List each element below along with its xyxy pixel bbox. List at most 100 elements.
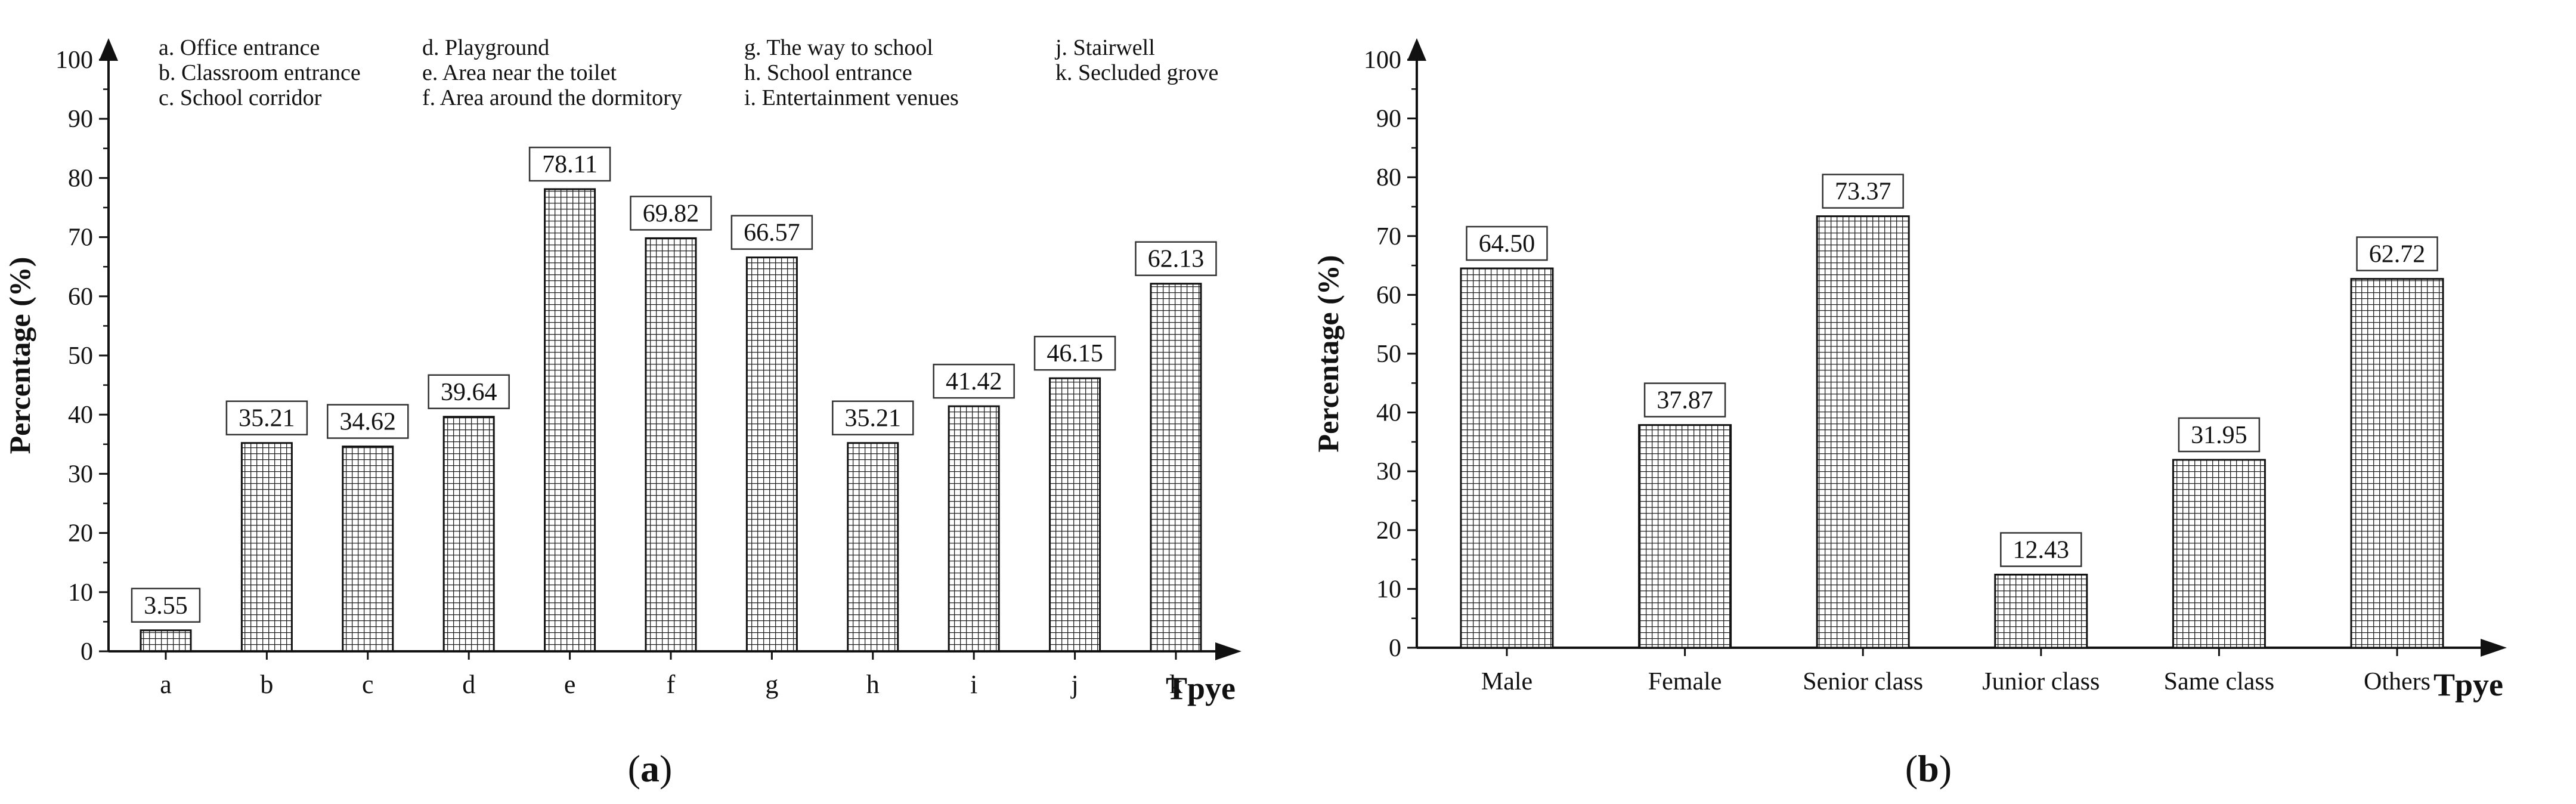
data-label-a: 62.13 [1148, 246, 1205, 273]
data-label-box-b [2356, 236, 2438, 271]
data-label-box-a [528, 146, 611, 182]
bar-a-9 [1049, 377, 1101, 653]
bar-b-5 [2350, 278, 2444, 649]
legend-text: Entertainment venues [762, 85, 959, 110]
y-tick-label-b: 40 [1376, 400, 1401, 427]
legend-key: b. [159, 60, 181, 85]
y-tick-label-a: 30 [68, 460, 93, 488]
x-axis-label-b: Tpye [2433, 667, 2503, 703]
y-tick-label-a: 90 [68, 106, 93, 133]
data-label-box-a [327, 404, 409, 439]
y-tick-label-b: 30 [1376, 458, 1401, 486]
y-tick-label-a: 0 [80, 638, 93, 666]
y-tick-label-b: 90 [1376, 106, 1401, 133]
legend-text: Secluded grove [1078, 60, 1218, 85]
x-tick-label-b: Others [2364, 668, 2431, 695]
bar-b-4 [2172, 459, 2266, 649]
legend-item-b: b. Classroom entrance [159, 60, 361, 85]
data-label-b: 12.43 [2013, 536, 2070, 564]
data-label-a: 66.57 [744, 219, 800, 247]
bar-a-0 [140, 629, 192, 653]
data-label-b: 64.50 [1479, 230, 1535, 258]
legend-item-a: a. Office entrance [159, 35, 320, 60]
y-tick-label-a: 40 [68, 401, 93, 429]
bar-a-3 [442, 416, 495, 653]
y-tick-label-a: 10 [68, 579, 93, 607]
data-label-a: 39.64 [441, 379, 497, 406]
bar-a-7 [847, 442, 899, 653]
legend-item-f: f. Area around the dormitory [422, 85, 682, 110]
data-label-box-a [630, 196, 712, 231]
legend-key: c. [159, 85, 180, 110]
data-label-box-b [1822, 174, 1904, 209]
legend-item-i: i. Entertainment venues [744, 85, 959, 110]
legend-key: j. [1054, 35, 1073, 60]
x-tick-label-a: f [667, 670, 676, 699]
y-tick-label-b: 60 [1376, 282, 1401, 309]
legend-key: g. [744, 35, 766, 60]
legend-text: Stairwell [1073, 35, 1155, 60]
legend-key: d. [422, 35, 445, 60]
data-label-box-b [1466, 225, 1548, 261]
data-label-box-b [1643, 382, 1726, 418]
y-tick-label-a: 60 [68, 283, 93, 311]
x-tick-label-a: a [160, 670, 172, 699]
x-tick-label-b: Same class [2164, 668, 2274, 695]
data-label-a: 34.62 [340, 409, 397, 436]
y-axis-arrow-b [1407, 38, 1426, 61]
data-label-box-b [2178, 417, 2261, 453]
y-tick-label-a: 20 [68, 520, 93, 548]
bar-a-4 [544, 188, 596, 653]
bar-a-8 [948, 405, 1000, 653]
data-label-b: 37.87 [1657, 387, 1713, 415]
x-tick-label-b: Male [1481, 668, 1532, 695]
y-axis-arrow-a [99, 38, 118, 61]
data-label-a: 41.42 [946, 368, 1002, 395]
y-tick-label-a: 70 [68, 224, 93, 252]
legend-key: k. [1055, 60, 1078, 85]
legend-text: Area around the dormitory [440, 85, 682, 110]
y-tick-label-b: 80 [1376, 164, 1401, 191]
bar-b-2 [1816, 215, 1910, 649]
y-tick-label-b: 50 [1376, 341, 1401, 368]
data-label-b: 31.95 [2191, 422, 2247, 449]
chart-b: 0 10 20 30 40 50 60 70 80 90 100 Percentage (%) Tpye… [1311, 38, 2507, 703]
legend-key: a. [159, 35, 180, 60]
legend-item-c: c. School corridor [159, 85, 322, 110]
data-label-box-b [2000, 532, 2082, 567]
data-label-box-a [933, 363, 1015, 399]
x-axis-arrow-b [2481, 639, 2507, 657]
data-label-box-a [1135, 241, 1217, 276]
data-label-box-a [131, 587, 201, 623]
x-tick-label-b: Female [1648, 668, 1722, 695]
legend-item-g: g. The way to school [744, 35, 933, 60]
legend-key: e. [422, 60, 442, 85]
bar-b-0 [1460, 267, 1554, 649]
legend-item-e: e. Area near the toilet [422, 60, 617, 85]
y-axis-label-a: Percentage (%) [3, 257, 36, 454]
caption-b: (b) [1905, 747, 1952, 790]
y-tick-label-a: 80 [68, 165, 93, 192]
bar-a-5 [645, 237, 697, 653]
x-tick-label-a: j [1070, 670, 1078, 699]
data-label-box-a [832, 400, 914, 435]
legend-text: Office entrance [180, 35, 320, 60]
legend-text: Area near the toilet [442, 60, 617, 85]
legend-key: h. [744, 60, 767, 85]
x-tick-label-a: e [564, 670, 576, 699]
x-tick-label-a: b [260, 670, 273, 699]
data-label-a: 69.82 [643, 200, 699, 227]
y-tick-label-a: 100 [55, 47, 93, 74]
y-tick-label-b: 100 [1364, 47, 1401, 74]
x-tick-label-a: d [462, 670, 475, 699]
legend-item-d: d. Playground [422, 35, 549, 60]
bar-b-1 [1638, 424, 1732, 649]
data-label-b: 73.37 [1835, 178, 1891, 206]
bar-a-1 [240, 442, 293, 653]
data-label-box-a [1033, 335, 1116, 371]
bar-a-6 [745, 256, 798, 653]
data-label-a: 3.55 [144, 592, 188, 620]
x-tick-label-a: g [765, 670, 778, 699]
